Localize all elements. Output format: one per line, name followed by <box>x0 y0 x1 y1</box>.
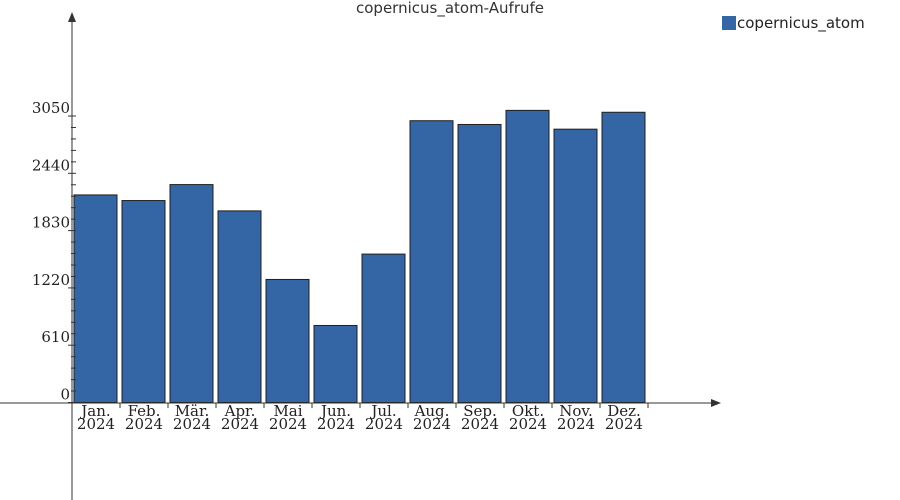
bar-1 <box>121 200 166 403</box>
x-tick-label-year-10: 2024 <box>557 415 595 433</box>
bar-10 <box>553 128 598 404</box>
y-tick-label-5: 3050 <box>32 99 70 117</box>
x-tick-label-year-7: 2024 <box>413 415 451 433</box>
bar-6 <box>361 253 406 403</box>
x-tick-label-year-3: 2024 <box>221 415 259 433</box>
bar-5 <box>313 324 358 404</box>
legend-label: copernicus_atom <box>737 14 865 33</box>
x-tick-label-month-6: Jul. <box>369 402 396 420</box>
x-tick-label-month-2: Mär. <box>175 402 210 420</box>
x-tick-label-month-3: Apr. <box>224 402 256 420</box>
x-tick-label-month-10: Nov. <box>559 402 593 420</box>
x-tick-label-year-2: 2024 <box>173 415 211 433</box>
bar-3 <box>217 210 262 403</box>
x-tick-label-month-9: Okt. <box>512 402 544 420</box>
legend: copernicus_atom <box>722 14 865 33</box>
x-tick-label-month-8: Sep. <box>463 402 497 420</box>
x-tick-label-year-5: 2024 <box>317 415 355 433</box>
x-tick-label-year-9: 2024 <box>509 415 547 433</box>
y-tick-label-1: 610 <box>41 328 70 346</box>
x-ticks-group: Jan.2024Feb.2024Mär.2024Apr.2024Mai2024J… <box>71 402 649 433</box>
x-tick-label-year-8: 2024 <box>461 415 499 433</box>
x-tick-label-year-4: 2024 <box>269 415 307 433</box>
y-axis-arrow-icon <box>68 12 76 22</box>
x-tick-label-month-5: Jun. <box>319 402 351 420</box>
x-tick-label-year-6: 2024 <box>365 415 403 433</box>
y-ticks-group: 0 610 1220 1830 2440 3050 <box>32 99 76 404</box>
x-tick-label-month-4: Mai <box>273 402 302 420</box>
bar-8 <box>457 123 502 403</box>
y-tick-label-4: 2440 <box>32 156 70 174</box>
x-tick-label-year-0: 2024 <box>77 415 115 433</box>
bar-9 <box>505 109 550 403</box>
x-tick-label-year-11: 2024 <box>605 415 643 433</box>
bar-11 <box>601 111 646 403</box>
x-tick-label-month-0: Jan. <box>79 402 110 420</box>
chart-title: copernicus_atom-Aufrufe <box>356 0 544 18</box>
x-tick-label-month-11: Dez. <box>607 402 641 420</box>
bar-0 <box>73 194 118 403</box>
x-tick-label-month-7: Aug. <box>414 402 450 420</box>
y-tick-label-0: 0 <box>60 386 70 404</box>
legend-swatch <box>722 16 736 30</box>
x-axis-arrow-icon <box>711 399 721 407</box>
bar-4 <box>265 278 310 404</box>
y-tick-label-3: 1830 <box>32 214 70 232</box>
x-tick-label-year-1: 2024 <box>125 415 163 433</box>
y-tick-label-2: 1220 <box>32 271 70 289</box>
bar-2 <box>169 184 214 403</box>
bars-group <box>73 109 646 404</box>
x-tick-label-month-1: Feb. <box>128 402 161 420</box>
bar-7 <box>409 120 454 403</box>
